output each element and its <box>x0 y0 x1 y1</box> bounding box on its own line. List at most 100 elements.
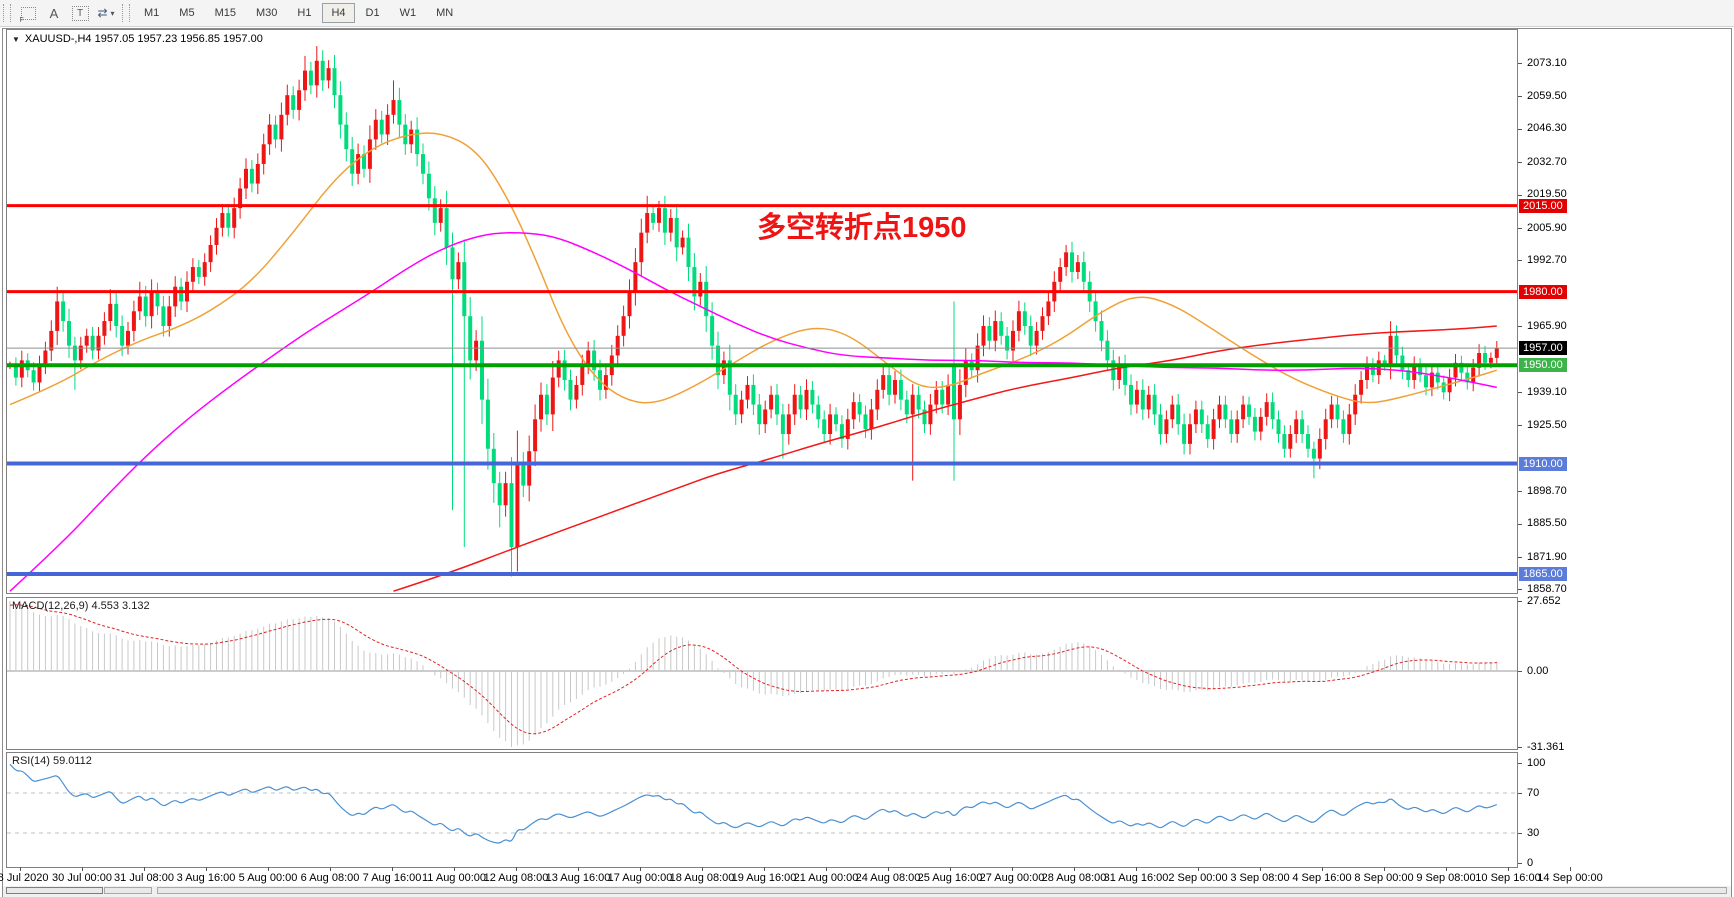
time-label: 10 Sep 16:00 <box>1475 872 1541 884</box>
text-label-button[interactable]: A <box>43 3 65 23</box>
price-tick-label: 2019.50 <box>1527 188 1567 201</box>
price-level-badge-1910.00: 1910.00 <box>1519 456 1567 471</box>
time-tick <box>516 867 517 871</box>
annotation-text: 多空转折点1950 <box>757 212 967 244</box>
time-tick <box>1012 867 1013 871</box>
scale-tick <box>1518 763 1522 764</box>
scale-tick <box>1518 833 1522 834</box>
price-tick-label: 1939.10 <box>1527 385 1567 398</box>
arrows-cycle-icon: ⇄ <box>97 6 108 20</box>
time-label: 4 Sep 16:00 <box>1292 872 1352 884</box>
scale-tick <box>1518 63 1522 64</box>
time-label: 24 Aug 08:00 <box>855 872 921 884</box>
time-tick <box>1136 867 1137 871</box>
scale-tick <box>1518 557 1522 559</box>
time-tick <box>1074 867 1075 871</box>
price-tick-label: 1925.50 <box>1527 418 1567 431</box>
time-tick <box>1198 867 1199 871</box>
time-tick <box>20 867 21 871</box>
time-label: 2 Sep 00:00 <box>1168 872 1228 884</box>
text-box-button[interactable]: T <box>69 3 91 23</box>
time-tick <box>392 867 393 871</box>
timeframe-button-M1[interactable]: M1 <box>144 7 160 19</box>
price-tick-label: 2046.30 <box>1527 122 1567 135</box>
price-tick-label: 1858.70 <box>1527 582 1567 595</box>
rsi-pane[interactable] <box>6 752 1518 868</box>
time-label: 14 Sep 00:00 <box>1537 872 1603 884</box>
toolbar: F A T ⇄ ▾ M1 M5 M15 M30 H1 H4 D1 W1 MN <box>0 0 1734 27</box>
scale-tick <box>1518 425 1522 427</box>
scale-tick <box>1518 589 1522 591</box>
time-tick <box>330 867 331 871</box>
time-tick <box>454 867 455 871</box>
timeframe-button-H1[interactable]: H1 <box>297 7 312 19</box>
time-label: 18 Aug 08:00 <box>669 872 735 884</box>
timeframe-button-M5[interactable]: M5 <box>179 7 195 19</box>
time-tick <box>144 867 145 871</box>
timeframe-button-M15[interactable]: M15 <box>214 7 236 19</box>
toolbar-separator[interactable] <box>122 4 130 22</box>
scale-tick <box>1518 747 1522 748</box>
text-box-icon: T <box>71 5 89 21</box>
grid-snap-button[interactable]: F <box>17 3 39 24</box>
scale-tick <box>1518 671 1522 672</box>
current-price-badge: 1957.00 <box>1519 341 1567 356</box>
timeframe-button-W1[interactable]: W1 <box>399 7 417 19</box>
time-label: 28 Aug 08:00 <box>1041 872 1107 884</box>
price-level-badge-2015.00: 2015.00 <box>1519 198 1567 213</box>
time-label: 7 Aug 16:00 <box>362 872 422 884</box>
macd-label: MACD(12,26,9) 4.553 3.132 <box>12 600 150 612</box>
timeframe-button-MN[interactable]: MN <box>436 7 454 19</box>
rsi-scale-label: 30 <box>1527 826 1540 839</box>
candlestick-canvas[interactable] <box>7 30 1517 593</box>
rsi-scale-label: 100 <box>1527 756 1546 769</box>
time-tick <box>1446 867 1447 871</box>
rsi-canvas[interactable] <box>7 753 1517 867</box>
scale-tick <box>1518 162 1522 164</box>
macd-scale-label: -31.361 <box>1527 740 1565 753</box>
arrows-cycle-button[interactable]: ⇄ ▾ <box>95 3 117 23</box>
horizontal-scrollbar[interactable] <box>157 887 1727 894</box>
price-tick-label: 2005.90 <box>1527 221 1567 234</box>
chart-title[interactable]: ▼ XAUUSD-,H4 1957.05 1957.23 1956.85 195… <box>12 33 263 45</box>
price-level-badge-1865.00: 1865.00 <box>1519 567 1567 581</box>
toolbar-drag-handle[interactable] <box>3 4 11 22</box>
price-tick-label: 1965.90 <box>1527 319 1567 332</box>
text-label-icon: A <box>49 5 59 21</box>
scale-tick <box>1518 523 1522 525</box>
chart-title-text: XAUUSD-,H4 1957.05 1957.23 1956.85 1957.… <box>24 33 263 45</box>
ma-long-magenta <box>9 231 1497 592</box>
time-label: 19 Aug 16:00 <box>731 872 797 884</box>
rsi-label: RSI(14) 59.0112 <box>12 755 92 767</box>
dropdown-caret-icon[interactable]: ▾ <box>110 8 115 18</box>
time-label: 8 Sep 00:00 <box>1354 872 1414 884</box>
time-label: 31 Aug 16:00 <box>1103 872 1169 884</box>
time-label: 12 Aug 08:00 <box>483 872 549 884</box>
main-chart-pane[interactable] <box>6 29 1518 594</box>
timeframe-button-D1[interactable]: D1 <box>365 7 380 19</box>
bottom-strip <box>3 886 1731 897</box>
macd-pane[interactable] <box>6 597 1518 750</box>
macd-signal-line <box>9 604 1497 735</box>
timeframe-button-M30[interactable]: M30 <box>255 7 278 19</box>
time-tick <box>1508 867 1509 871</box>
price-tick-label: 2032.70 <box>1527 155 1567 168</box>
time-label: 3 Sep 08:00 <box>1230 872 1290 884</box>
rsi-line <box>9 763 1498 844</box>
time-label: 3 Aug 16:00 <box>176 872 236 884</box>
time-tick <box>764 867 765 871</box>
time-label: 11 Aug 00:00 <box>421 872 487 884</box>
scale-tick <box>1518 491 1522 493</box>
symbol-dropdown-icon[interactable]: ▼ <box>12 34 20 44</box>
time-tick <box>888 867 889 871</box>
time-tick <box>1260 867 1261 871</box>
macd-canvas[interactable] <box>7 598 1517 749</box>
time-label: 21 Aug 00:00 <box>793 872 859 884</box>
window-resize-segment <box>6 887 103 894</box>
time-tick <box>268 867 269 871</box>
price-tick-label: 1885.50 <box>1527 517 1567 530</box>
scale-tick <box>1518 194 1522 196</box>
time-label: 17 Aug 00:00 <box>607 872 673 884</box>
timeframe-button-H4[interactable]: H4 <box>322 3 355 23</box>
